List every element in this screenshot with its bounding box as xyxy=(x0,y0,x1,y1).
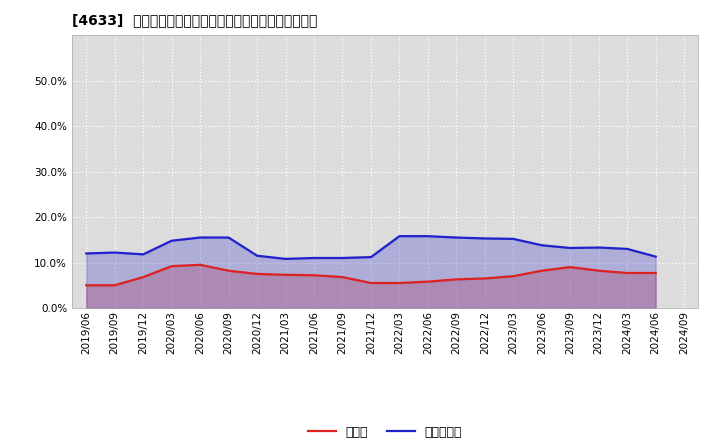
現預金 xyxy=(253,271,261,276)
Line: 有利子負債: 有利子負債 xyxy=(86,236,656,259)
有利子負債 xyxy=(310,255,318,260)
有利子負債 xyxy=(253,253,261,258)
現預金 xyxy=(196,262,204,268)
有利子負債 xyxy=(196,235,204,240)
有利子負債 xyxy=(566,246,575,251)
Line: 現預金: 現預金 xyxy=(86,265,656,285)
現預金 xyxy=(395,280,404,286)
現預金 xyxy=(452,277,461,282)
有利子負債 xyxy=(282,256,290,261)
現預金 xyxy=(167,264,176,269)
現預金 xyxy=(537,268,546,273)
有利子負債 xyxy=(338,255,347,260)
有利子負債 xyxy=(509,236,518,242)
有利子負債 xyxy=(366,254,375,260)
現預金 xyxy=(652,270,660,275)
現預金 xyxy=(310,273,318,278)
有利子負債 xyxy=(82,251,91,256)
有利子負債 xyxy=(225,235,233,240)
有利子負債 xyxy=(480,236,489,241)
現預金 xyxy=(338,275,347,280)
有利子負債 xyxy=(652,254,660,259)
現預金 xyxy=(366,280,375,286)
有利子負債 xyxy=(139,252,148,257)
Legend: 現預金, 有利子負債: 現預金, 有利子負債 xyxy=(303,421,467,440)
現預金 xyxy=(110,282,119,288)
現預金 xyxy=(566,264,575,270)
現預金 xyxy=(423,279,432,284)
現預金 xyxy=(82,282,91,288)
有利子負債 xyxy=(167,238,176,243)
現預金 xyxy=(509,274,518,279)
有利子負債 xyxy=(110,250,119,255)
現預金 xyxy=(225,268,233,273)
現預金 xyxy=(282,272,290,278)
有利子負債 xyxy=(623,246,631,252)
Text: [4633]  現預金、有利子負債の総資産に対する比率の推移: [4633] 現預金、有利子負債の総資産に対する比率の推移 xyxy=(72,13,318,27)
現預金 xyxy=(623,270,631,275)
有利子負債 xyxy=(452,235,461,240)
有利子負債 xyxy=(423,234,432,239)
現預金 xyxy=(480,276,489,281)
現預金 xyxy=(139,275,148,280)
有利子負債 xyxy=(595,245,603,250)
有利子負債 xyxy=(395,234,404,239)
現預金 xyxy=(595,268,603,273)
有利子負債 xyxy=(537,242,546,248)
